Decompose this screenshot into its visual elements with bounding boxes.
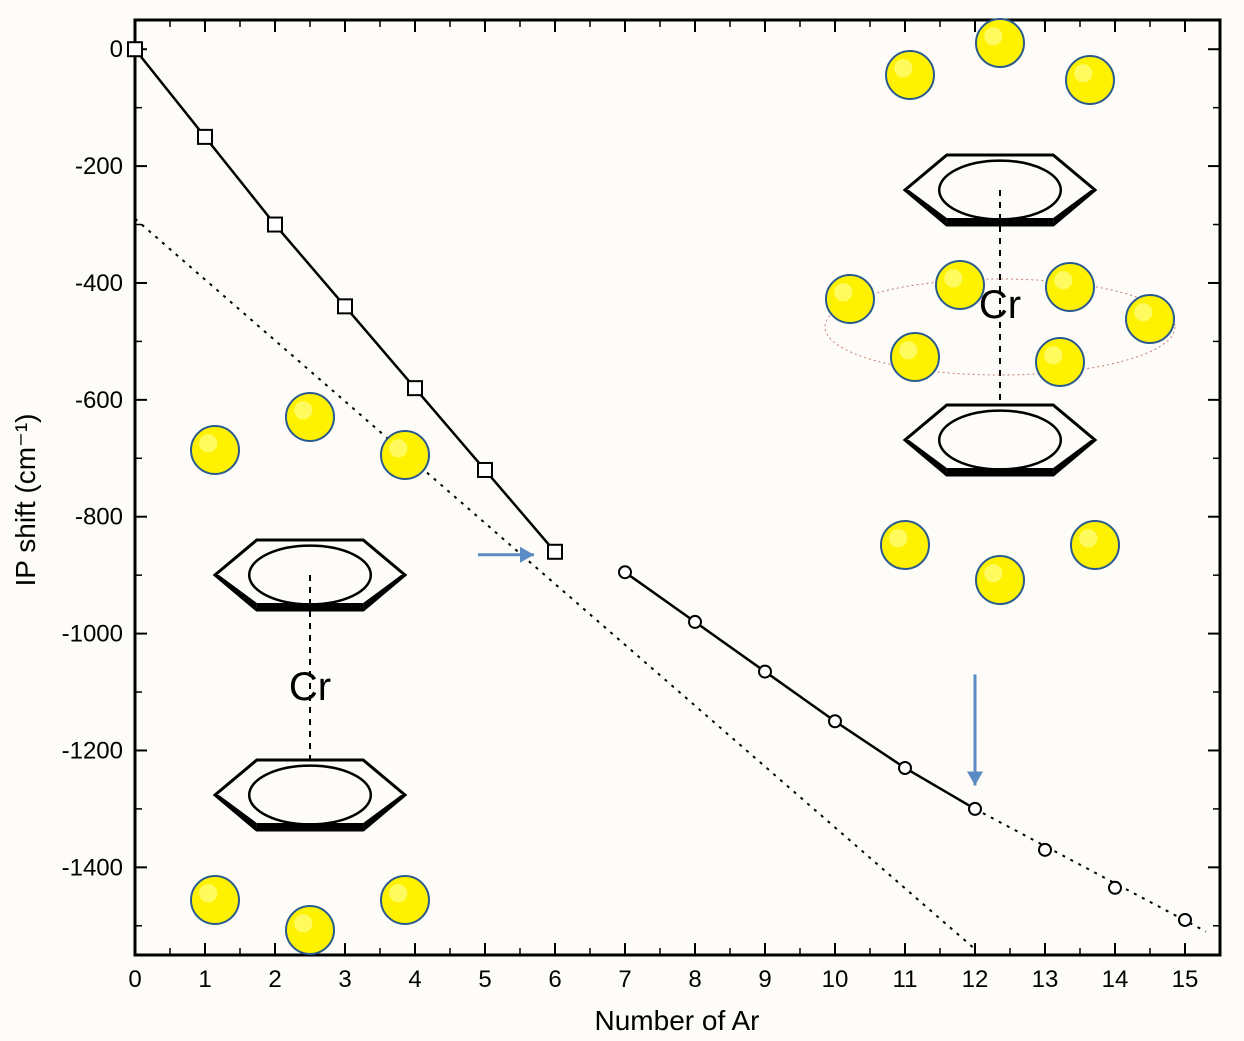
svg-text:-1400: -1400: [62, 854, 123, 881]
svg-text:14: 14: [1102, 966, 1129, 993]
svg-text:-200: -200: [75, 153, 123, 180]
y-axis-label: IP shift (cm⁻¹): [10, 414, 41, 587]
svg-text:2: 2: [268, 966, 281, 993]
svg-text:11: 11: [893, 966, 918, 993]
svg-text:5: 5: [478, 966, 491, 993]
svg-text:7: 7: [618, 966, 631, 993]
svg-text:3: 3: [338, 966, 351, 993]
svg-text:-1200: -1200: [62, 737, 123, 764]
svg-text:12: 12: [962, 966, 989, 993]
svg-text:6: 6: [548, 966, 561, 993]
svg-text:-400: -400: [75, 270, 123, 297]
ip-shift-chart: 0123456789101112131415 0-200-400-600-800…: [0, 0, 1244, 1041]
svg-text:-1000: -1000: [62, 621, 123, 648]
svg-text:0: 0: [110, 36, 123, 63]
svg-text:-600: -600: [75, 387, 123, 414]
svg-text:1: 1: [198, 966, 211, 993]
plot-area: 0123456789101112131415 0-200-400-600-800…: [62, 19, 1220, 993]
svg-text:Cr: Cr: [979, 283, 1021, 327]
svg-text:13: 13: [1032, 966, 1059, 993]
svg-text:9: 9: [758, 966, 771, 993]
svg-text:15: 15: [1172, 966, 1199, 993]
svg-text:10: 10: [822, 966, 849, 993]
svg-text:0: 0: [128, 966, 141, 993]
svg-text:8: 8: [688, 966, 701, 993]
svg-text:-800: -800: [75, 504, 123, 531]
svg-text:4: 4: [408, 966, 421, 993]
svg-text:Cr: Cr: [289, 665, 331, 709]
x-axis-label: Number of Ar: [595, 1005, 760, 1036]
